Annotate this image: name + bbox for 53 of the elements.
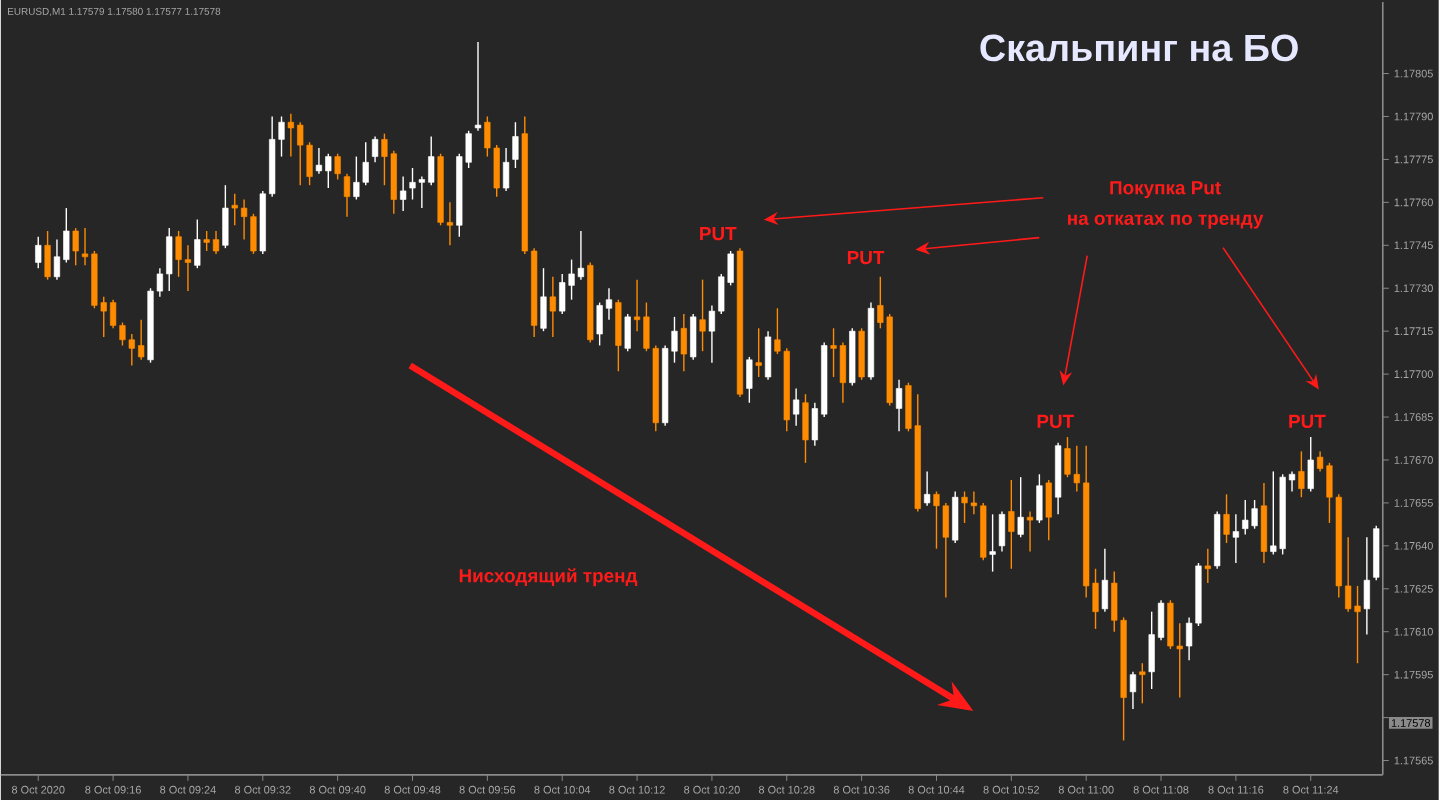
candlestick [474,40,482,132]
annotation: PUT [847,250,885,264]
candlestick [1036,473,1043,524]
candlestick [1045,478,1052,541]
candlestick [1307,435,1314,492]
candlestick [44,229,51,280]
candlestick [624,312,631,352]
candlestick [1298,450,1305,498]
annotation: PUT [1289,414,1326,428]
candlestick [334,152,341,180]
candlestick [512,121,519,169]
candlestick [858,327,865,381]
candlestick [989,513,996,572]
annotation: Покупка Put [1110,180,1221,198]
candlestick [952,490,959,544]
candlestick [35,235,42,269]
candlestick [746,355,753,404]
candlestick [615,298,622,372]
candlestick [1232,513,1239,564]
annotation: PUT [1037,414,1074,428]
candlestick [1260,481,1268,564]
candlestick [680,312,687,372]
candlestick [343,172,351,217]
candlestick [1101,547,1108,612]
text: Скальпинг на БО [980,34,1298,61]
candlestick [1223,493,1230,544]
candlestick [1008,478,1015,570]
candlestick [1363,536,1370,635]
candlestick [1204,547,1211,584]
candlestick [699,278,706,352]
annotation: PUT [700,226,737,240]
candlestick [1017,476,1024,538]
candlestick [400,175,407,212]
candlestick [1139,662,1146,704]
candlestick [540,267,547,332]
candlestick [502,146,510,192]
candlestick [998,510,1006,552]
candlestick [194,218,201,269]
candlestick [895,378,903,432]
annotation: Нисходящий тренд [459,567,638,586]
candlestick [924,470,931,507]
candlestick [690,312,697,361]
candlestick [549,275,556,338]
candlestick [222,184,229,249]
candlestick [1026,510,1034,552]
candlestick [764,330,772,381]
candlestick [793,387,800,426]
candlestick [1129,670,1137,710]
annotation: на откатах по тренду [1068,214,1264,229]
candlestick [755,327,762,378]
candlestick [72,227,79,266]
candlestick [802,393,809,464]
candlestick [371,135,379,163]
